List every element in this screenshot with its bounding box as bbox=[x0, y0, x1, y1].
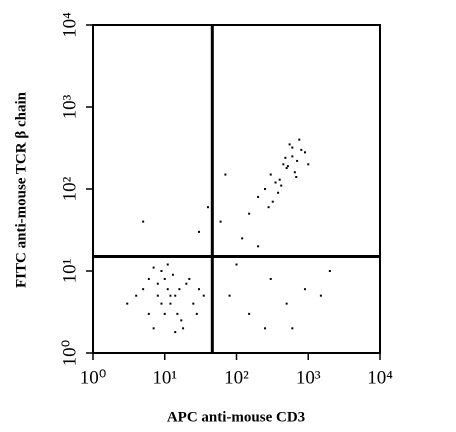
data-point bbox=[224, 173, 227, 176]
data-point bbox=[296, 159, 299, 162]
data-point bbox=[328, 270, 331, 272]
data-point bbox=[206, 206, 209, 209]
data-point bbox=[219, 220, 222, 223]
data-point bbox=[174, 331, 177, 334]
data-point bbox=[126, 302, 129, 305]
data-point bbox=[235, 263, 238, 266]
data-point bbox=[319, 294, 322, 297]
data-point bbox=[291, 146, 294, 149]
x-tick-label: 10¹ bbox=[152, 367, 177, 388]
data-point bbox=[298, 138, 301, 141]
data-point bbox=[182, 327, 185, 330]
data-point bbox=[241, 237, 244, 240]
y-tick-label: 10⁴ bbox=[59, 12, 80, 38]
data-point bbox=[248, 212, 251, 215]
data-point bbox=[291, 327, 294, 330]
data-point bbox=[282, 163, 285, 166]
data-point bbox=[278, 178, 281, 181]
data-point bbox=[293, 171, 296, 174]
data-point bbox=[264, 327, 267, 330]
data-point bbox=[257, 195, 260, 198]
y-tick-label: 10³ bbox=[59, 94, 80, 119]
data-point bbox=[274, 181, 277, 184]
data-point bbox=[269, 277, 272, 280]
data-point bbox=[269, 173, 272, 176]
data-point bbox=[192, 302, 195, 305]
plot-frame bbox=[92, 24, 381, 354]
data-point bbox=[147, 312, 150, 315]
data-point bbox=[169, 294, 172, 297]
data-point bbox=[163, 312, 166, 315]
data-point bbox=[197, 288, 200, 291]
data-point bbox=[295, 176, 298, 179]
x-tick-label: 10³ bbox=[296, 367, 321, 388]
data-point bbox=[285, 167, 288, 170]
data-point bbox=[228, 294, 231, 297]
data-point bbox=[257, 245, 260, 248]
data-point bbox=[142, 288, 145, 291]
data-point bbox=[280, 184, 283, 187]
y-axis-title: FITC anti-mouse TCR β chain bbox=[13, 91, 29, 288]
data-point bbox=[286, 165, 289, 168]
data-point bbox=[166, 263, 169, 266]
data-point bbox=[248, 312, 251, 315]
data-point bbox=[142, 220, 145, 223]
data-point bbox=[277, 191, 280, 194]
data-point bbox=[156, 294, 159, 297]
data-point bbox=[307, 163, 310, 166]
data-point bbox=[152, 266, 155, 269]
data-point bbox=[303, 288, 306, 291]
data-point bbox=[160, 302, 163, 305]
data-point bbox=[271, 200, 274, 203]
x-tick-label: 10⁴ bbox=[367, 367, 393, 388]
data-point bbox=[163, 277, 166, 280]
data-point bbox=[147, 277, 150, 280]
data-point bbox=[185, 282, 188, 285]
data-point bbox=[176, 312, 179, 315]
data-point bbox=[135, 294, 138, 297]
y-tick-label: 10⁰ bbox=[59, 340, 80, 367]
data-point bbox=[264, 188, 267, 190]
data-point bbox=[174, 294, 177, 297]
data-point bbox=[156, 282, 159, 285]
data-point bbox=[202, 294, 205, 297]
data-point bbox=[197, 230, 200, 233]
x-axis-title: APC anti-mouse CD3 bbox=[167, 409, 305, 425]
data-point bbox=[303, 151, 306, 154]
data-point bbox=[152, 327, 155, 330]
data-point bbox=[285, 302, 288, 305]
x-tick-label: 10² bbox=[224, 367, 249, 388]
data-point bbox=[291, 155, 294, 158]
data-point bbox=[284, 156, 287, 159]
data-point bbox=[195, 312, 198, 315]
data-point bbox=[300, 148, 303, 151]
data-point bbox=[288, 143, 291, 146]
x-tick-label: 10⁰ bbox=[80, 367, 107, 388]
y-tick-label: 10² bbox=[59, 176, 80, 201]
data-point bbox=[160, 270, 163, 272]
data-point bbox=[166, 288, 169, 291]
data-point bbox=[169, 302, 172, 305]
data-point bbox=[171, 273, 174, 276]
data-point bbox=[178, 288, 181, 291]
y-tick-label: 10¹ bbox=[59, 258, 80, 283]
data-point bbox=[188, 277, 191, 280]
data-point bbox=[267, 206, 270, 209]
data-point bbox=[180, 319, 183, 322]
